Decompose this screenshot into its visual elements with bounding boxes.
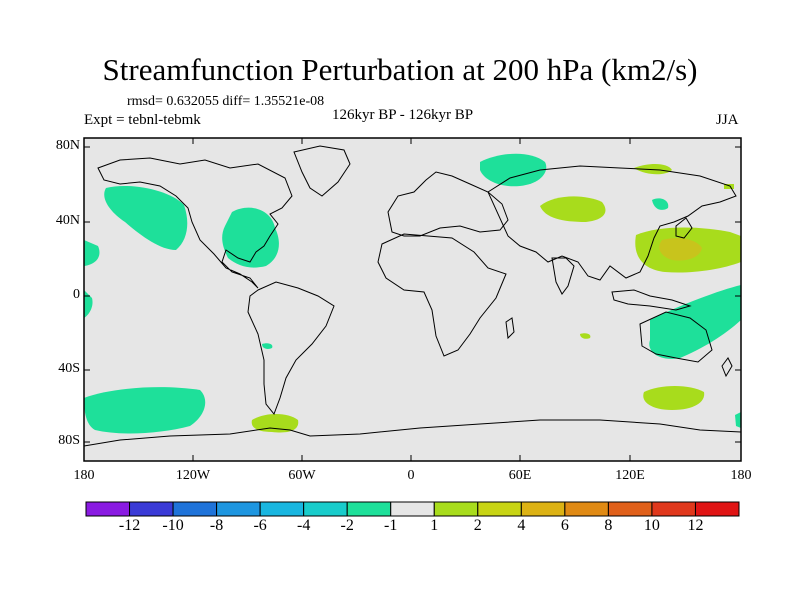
lat-label: 40N (55, 213, 80, 228)
coast-asia (487, 165, 737, 281)
lon-label: 0 (407, 468, 415, 483)
lat-label: 40S (58, 361, 80, 376)
colorbar-label: -10 (162, 517, 184, 534)
period-label: 126kyr BP - 126kyr BP (332, 107, 474, 123)
colorbar-label: -1 (384, 517, 398, 534)
colorbar-swatch (520, 501, 566, 517)
colorbar-label: 10 (643, 517, 660, 534)
colorbar-label: 6 (560, 517, 569, 534)
coast-new-zealand (721, 357, 733, 378)
positive-region-australia-south (580, 333, 591, 339)
lon-label: 60W (288, 468, 316, 483)
colorbar-label: 1 (430, 517, 439, 534)
coast-europe (387, 171, 509, 237)
colorbar-swatch (651, 501, 696, 517)
positive-core-east-asia (659, 238, 702, 261)
coast-japan (675, 217, 693, 239)
lat-label: 0 (73, 287, 80, 302)
lon-label: 180 (730, 468, 752, 483)
colorbar-label: 12 (687, 517, 704, 534)
coast-india (551, 257, 575, 295)
colorbar-label: 4 (517, 517, 526, 534)
coast-antarctica (84, 419, 741, 447)
colorbar-swatch (346, 501, 392, 517)
season-label: JJA (716, 112, 739, 128)
coast-madagascar (505, 317, 515, 340)
positive-region-southern-indian (643, 386, 705, 410)
page-title: Streamfunction Perturbation at 200 hPa (… (102, 52, 698, 87)
coast-maritime-continent (611, 289, 692, 311)
colorbar (85, 501, 740, 517)
colorbar-label: -4 (296, 517, 311, 534)
negative-region-north-atlantic-west (84, 240, 100, 266)
negative-region-south-america (262, 343, 273, 349)
negative-region-northwest-pacific (652, 198, 669, 210)
coastline-layer (84, 145, 741, 447)
colorbar-label: -6 (253, 517, 267, 534)
negative-region-eurasia-north (480, 153, 547, 187)
negative-region-north-america (222, 207, 279, 268)
colorbar-swatch (390, 501, 435, 517)
experiment-label: Expt = tebnl-tebmk (84, 112, 201, 128)
colorbar-swatch (694, 501, 740, 517)
colorbar-label: 8 (604, 517, 613, 534)
negative-region-north-pacific (104, 185, 188, 250)
colorbar-label: -12 (118, 517, 141, 534)
positive-region-south-atlantic (251, 414, 299, 433)
colorbar-swatch (607, 501, 653, 517)
colorbar-swatch (564, 501, 609, 517)
lon-label: 120E (615, 468, 645, 483)
negative-region-south-pacific (84, 387, 206, 434)
statistics-label: rmsd= 0.632055 diff= 1.35521e-08 (127, 94, 325, 109)
coast-greenland (293, 145, 351, 197)
coast-south-america (247, 281, 335, 415)
coast-north-america (97, 157, 293, 289)
coast-africa (377, 233, 507, 357)
coast-australia (639, 311, 713, 363)
colorbar-label: -8 (209, 517, 224, 534)
colorbar-swatch (433, 501, 479, 517)
colorbar-label: -2 (340, 517, 354, 534)
lat-label: 80S (58, 433, 80, 448)
positive-region-central-asia (540, 196, 606, 222)
colorbar-swatch (172, 501, 218, 517)
colorbar-label: 2 (473, 517, 482, 534)
colorbar-swatch (129, 501, 174, 517)
lon-label: 120W (175, 468, 211, 483)
map-frame (83, 137, 742, 462)
colorbar-swatch (303, 501, 348, 517)
colorbar-swatch (85, 501, 131, 517)
colorbar-swatch (477, 501, 522, 517)
lon-label: 180 (73, 468, 95, 483)
negative-region-southeast-edge (735, 412, 741, 428)
lon-label: 60E (508, 468, 532, 483)
negative-region-equatorial-pacific-west (84, 290, 93, 318)
contour-fill-layer (84, 153, 741, 434)
lat-label: 80N (55, 138, 80, 153)
colorbar-swatch (259, 501, 305, 517)
axis-ticks (83, 138, 742, 461)
colorbar-swatch (216, 501, 261, 517)
